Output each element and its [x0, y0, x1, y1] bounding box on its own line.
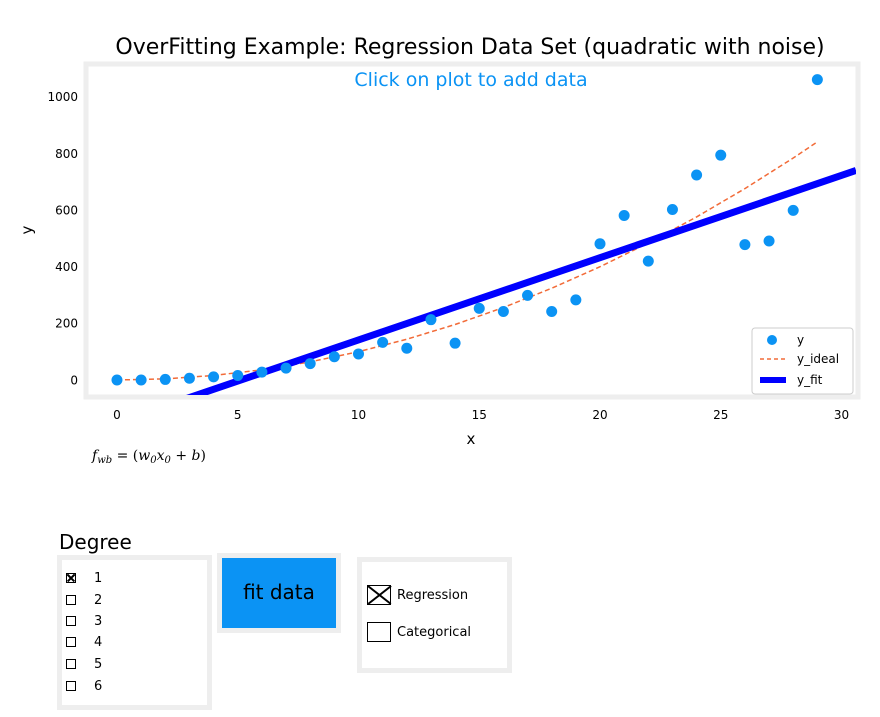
data-point	[352, 348, 364, 360]
model-equation: fwb = (w0x0 + b)	[91, 448, 206, 466]
x-tick-label: 25	[713, 408, 728, 422]
degree-label: 6	[94, 678, 103, 694]
x-tick-label: 5	[234, 408, 242, 422]
checkbox-icon[interactable]	[367, 622, 391, 642]
degree-option-4[interactable]: 4	[66, 632, 102, 652]
x-tick-label: 20	[592, 408, 607, 422]
mode-label: Categorical	[397, 624, 472, 640]
mode-option-categorical[interactable]: Categorical	[367, 622, 471, 642]
x-tick-label: 10	[351, 408, 366, 422]
degree-label: 4	[94, 634, 103, 650]
x-tick-label: 30	[834, 408, 849, 422]
checkbox-icon[interactable]	[66, 681, 76, 691]
data-point	[208, 371, 220, 383]
data-point	[232, 369, 244, 381]
checkbox-icon[interactable]	[367, 585, 391, 605]
checkbox-icon[interactable]	[66, 659, 76, 669]
data-point	[642, 255, 654, 267]
y-tick-label: 800	[55, 147, 78, 161]
y-tick-label: 400	[55, 260, 78, 274]
y-axis-label: y	[18, 225, 36, 234]
degree-label: 2	[94, 592, 103, 608]
data-point	[522, 289, 534, 301]
x-axis-label: x	[467, 430, 476, 448]
y-fit-line	[186, 167, 856, 395]
checkbox-icon[interactable]	[66, 595, 76, 605]
degree-label: 1	[94, 570, 103, 586]
checkbox-icon[interactable]	[66, 573, 76, 583]
legend-label-y: y	[797, 333, 804, 347]
data-point	[666, 204, 678, 216]
data-point	[739, 239, 751, 251]
checkbox-icon[interactable]	[66, 616, 76, 626]
legend: y y_ideal y_fit	[751, 327, 854, 395]
data-point	[256, 366, 268, 378]
data-point	[691, 169, 703, 181]
data-point	[570, 294, 582, 306]
degree-option-6[interactable]: 6	[66, 676, 102, 696]
y-tick-label: 600	[55, 203, 78, 217]
plot-frame	[83, 61, 861, 400]
degree-option-3[interactable]: 3	[66, 611, 102, 631]
chart-annotation: Click on plot to add data	[354, 69, 587, 91]
y-tick-label: 1000	[47, 90, 78, 104]
data-point	[401, 342, 413, 354]
data-point	[425, 314, 437, 326]
degree-label: 3	[94, 613, 103, 629]
data-point	[304, 358, 316, 370]
data-point	[111, 374, 123, 386]
data-point	[763, 235, 775, 247]
y-tick-label: 0	[70, 373, 78, 387]
degree-label: 5	[94, 656, 103, 672]
chart-title: OverFitting Example: Regression Data Set…	[115, 35, 824, 60]
mode-label: Regression	[397, 587, 469, 603]
data-point	[787, 204, 799, 216]
checkbox-icon[interactable]	[66, 637, 76, 647]
regression-chart[interactable]: OverFitting Example: Regression Data Set…	[0, 0, 880, 500]
degree-option-1[interactable]: 1	[66, 568, 102, 588]
data-point	[618, 209, 630, 221]
data-point	[159, 373, 171, 385]
data-point	[497, 305, 509, 317]
fit-data-button[interactable]: fit data	[217, 553, 341, 633]
y-tick-label: 200	[55, 317, 78, 331]
data-point	[449, 337, 461, 349]
data-point	[546, 305, 558, 317]
x-tick-label: 15	[472, 408, 487, 422]
data-point	[183, 372, 195, 384]
data-point	[280, 362, 292, 374]
data-point	[328, 351, 340, 363]
data-point	[811, 74, 823, 86]
degree-panel	[57, 555, 212, 710]
legend-marker-y	[767, 335, 777, 345]
data-point	[473, 302, 485, 314]
legend-label-y-fit: y_fit	[797, 373, 823, 387]
degree-option-2[interactable]: 2	[66, 590, 102, 610]
data-point	[135, 374, 147, 386]
legend-label-y-ideal: y_ideal	[797, 352, 839, 366]
degree-title: Degree	[59, 530, 132, 554]
data-point	[715, 149, 727, 161]
x-tick-label: 0	[113, 408, 121, 422]
mode-option-regression[interactable]: Regression	[367, 585, 468, 605]
mode-panel	[357, 557, 512, 673]
data-point	[377, 336, 389, 348]
data-point	[594, 238, 606, 250]
degree-option-5[interactable]: 5	[66, 654, 102, 674]
